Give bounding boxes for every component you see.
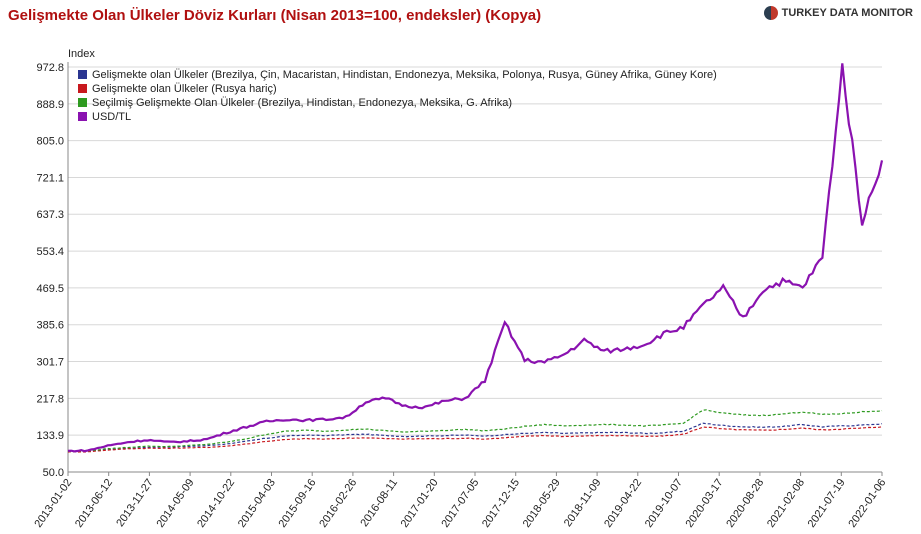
y-ticks: 972.8 888.9 805.0 721.1 637.3 553.4 469.5 385.6… [36,62,64,479]
globe-icon [763,6,778,20]
x-tick-label: 2016-08-11 [358,477,400,529]
x-tick-label: 2016-02-26 [317,477,359,530]
legend-swatch [78,112,87,121]
page-title: Gelişmekte Olan Ülkeler Döviz Kurları (N… [8,7,542,24]
y-tick-label: 637.3 [36,209,64,221]
legend-entry: Seçilmiş Gelişmekte Olan Ülkeler (Brezil… [92,97,512,109]
brand-logo: TURKEY DATA MONITOR [763,6,913,20]
legend-swatch [78,84,87,93]
x-tick-label: 2017-12-15 [480,477,522,530]
y-tick-label: 721.1 [36,172,64,184]
legend-entry: Gelişmekte olan Ülkeler (Rusya hariç) [92,83,277,95]
grid-layer [67,62,882,473]
x-tick-label: 2020-08-28 [724,477,766,530]
x-tick-label: 2019-10-07 [643,477,685,530]
legend: Gelişmekte olan Ülkeler (Brezilya, Çin, … [78,69,717,123]
series-line-1 [67,426,883,453]
x-tick-label: 2013-11-27 [114,477,156,529]
y-tick-label: 805.0 [36,136,64,148]
y-tick-label: 385.6 [36,320,64,332]
y-tick-label: 301.7 [36,357,64,369]
x-tick-label: 2015-04-03 [236,477,278,530]
x-tick-label: 2015-09-16 [277,477,319,530]
x-tick-label: 2017-01-20 [399,477,441,530]
x-tick-label: 2021-02-08 [765,477,807,530]
x-tick-label: 2022-01-06 [846,477,888,530]
series-line-3 [67,63,884,453]
y-tick-label: 133.9 [36,430,64,442]
x-tick-label: 2013-06-12 [73,477,115,530]
y-tick-label: 217.8 [36,393,64,405]
series-line-2 [67,409,883,452]
x-tick-label: 2019-04-22 [602,477,644,530]
x-tick-label: 2020-03-17 [684,477,726,530]
y-tick-label: 50.0 [43,467,64,479]
series-layer [67,63,884,453]
x-tick-label: 2021-07-19 [806,477,848,530]
series-line-0 [67,422,883,453]
x-tick-label: 2014-05-09 [154,477,196,530]
legend-swatch [78,98,87,107]
legend-swatch [78,70,87,79]
brand-name: TURKEY DATA MONITOR [781,7,913,19]
x-tick-label: 2018-05-29 [521,477,563,530]
y-tick-label: 972.8 [36,62,64,74]
x-tick-label: 2017-07-05 [439,477,481,530]
x-tick-label: 2018-11-09 [562,477,604,529]
x-tick-label: 2013-01-02 [32,477,74,530]
y-axis-label: Index [68,48,95,60]
x-tick-label: 2014-10-22 [195,477,237,530]
y-tick-label: 553.4 [36,246,64,258]
legend-entry: Gelişmekte olan Ülkeler (Brezilya, Çin, … [92,69,717,81]
legend-entry: USD/TL [92,111,131,123]
y-tick-label: 469.5 [36,283,64,295]
y-tick-label: 888.9 [36,99,64,111]
